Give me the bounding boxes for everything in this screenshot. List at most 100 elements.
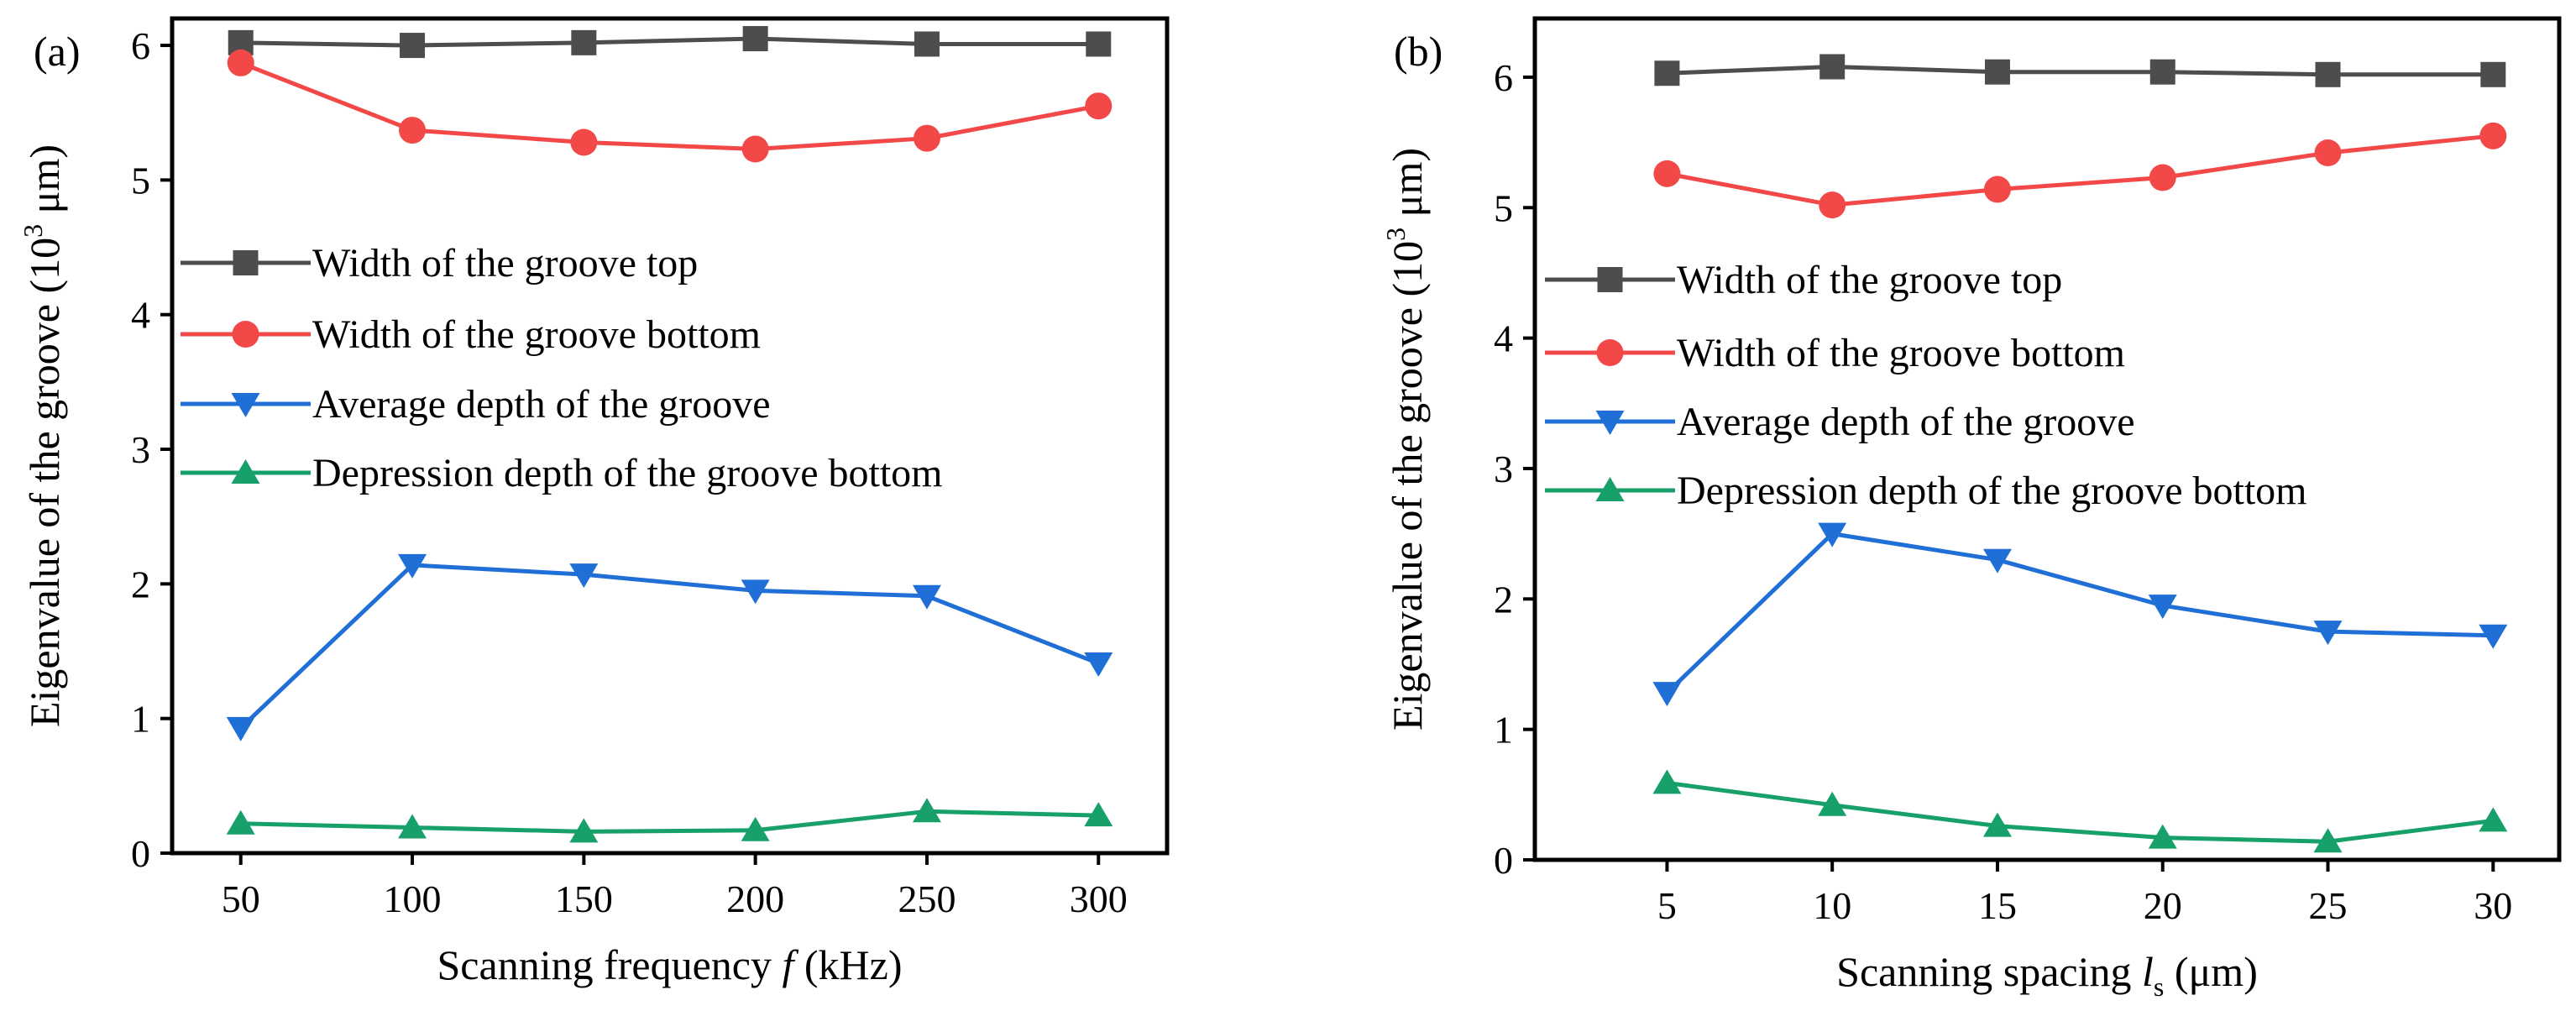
data-point — [400, 33, 426, 59]
data-point — [2479, 122, 2507, 149]
series-1 — [228, 26, 1112, 59]
legend-marker — [231, 393, 260, 417]
data-point — [226, 809, 255, 835]
y-tick-label: 0 — [131, 832, 150, 875]
series-line — [1665, 532, 2494, 694]
y-tick-label: 1 — [1494, 709, 1513, 752]
data-point — [1819, 191, 1846, 219]
y-tick-label: 2 — [131, 563, 150, 605]
data-point — [1084, 802, 1113, 827]
data-point — [2313, 621, 2343, 646]
x-tick-label: 30 — [2474, 884, 2512, 927]
data-point — [1652, 769, 1682, 794]
y-axis-label-exponent: 3 — [18, 224, 48, 238]
data-point — [1818, 522, 1847, 547]
x-axis-label-unit: (μm) — [2164, 948, 2258, 995]
y-axis-label-text: Eigenvalue of the groove (10 — [21, 238, 68, 727]
data-point — [2314, 139, 2342, 167]
data-point — [741, 816, 770, 841]
x-axis-label: Scanning spacing ls (μm) — [1836, 948, 2258, 1002]
series-3 — [1652, 522, 2508, 707]
legend-label: Width of the groove bottom — [312, 312, 761, 357]
y-tick-label: 4 — [1494, 317, 1513, 360]
data-point — [569, 818, 599, 843]
data-point — [1653, 160, 1681, 187]
series-1 — [1654, 54, 2506, 87]
data-point — [2148, 595, 2177, 620]
legend: Width of the groove top Width of the groo… — [1545, 258, 2307, 513]
series-line — [240, 809, 1099, 834]
legend-marker — [233, 250, 259, 275]
legend-marker — [1595, 477, 1625, 501]
legend-marker — [232, 321, 259, 348]
data-point — [1819, 54, 1846, 80]
legend-item: Width of the groove bottom — [1545, 331, 2125, 375]
x-axis-label: Scanning frequency f (kHz) — [437, 941, 903, 988]
legend-marker — [231, 459, 260, 484]
data-point — [399, 117, 427, 144]
legend-label: Depression depth of the groove bottom — [312, 451, 943, 495]
data-point — [2148, 824, 2177, 849]
x-tick-label: 200 — [726, 877, 784, 920]
legend-item: Width of the groove top — [181, 241, 698, 285]
data-point — [2149, 59, 2175, 85]
data-point — [741, 135, 769, 163]
data-point — [2480, 61, 2506, 87]
series-2 — [1653, 122, 2507, 219]
series-line — [1666, 134, 2494, 207]
series-3 — [226, 553, 1113, 741]
x-tick-label: 25 — [2309, 884, 2348, 927]
x-tick-label: 10 — [1813, 884, 1851, 927]
legend-label: Average depth of the groove — [1677, 400, 2135, 444]
legend-item: Depression depth of the groove bottom — [1545, 469, 2307, 513]
plot-frame — [1532, 16, 2562, 862]
series-line — [1667, 64, 2494, 77]
y-axis-label-unit: μm) — [21, 144, 68, 224]
y-tick-label: 6 — [1494, 56, 1513, 99]
x-tick-label: 150 — [555, 877, 613, 920]
series-line — [240, 36, 1099, 48]
panel-label: (a) — [34, 28, 81, 75]
data-point — [2149, 164, 2176, 191]
y-tick-label: 3 — [131, 428, 150, 471]
data-point — [2313, 828, 2343, 853]
x-tick-label: 100 — [384, 877, 442, 920]
data-point — [227, 49, 254, 76]
data-point — [1086, 31, 1112, 57]
legend-label: Depression depth of the groove bottom — [1677, 469, 2307, 513]
x-tick-label: 250 — [898, 877, 956, 920]
legend-item: Average depth of the groove — [1545, 400, 2135, 444]
plot-frame — [170, 16, 1170, 856]
data-point — [1983, 175, 2011, 203]
data-point — [398, 553, 427, 579]
x-tick-label: 50 — [222, 877, 260, 920]
data-point — [570, 128, 598, 156]
legend-item: Depression depth of the groove bottom — [181, 451, 943, 495]
data-point — [569, 563, 599, 589]
chart-panel-b: (b) 0 1 2 3 4 5 6 5 10 15 20 25 30 Scanning spacing ls… — [1380, 16, 2562, 1002]
data-point — [913, 124, 940, 152]
legend-marker — [1596, 339, 1624, 366]
data-point — [2479, 807, 2508, 832]
y-tick-label: 5 — [1494, 186, 1513, 229]
data-point — [1652, 682, 1682, 707]
data-point — [2315, 61, 2341, 87]
legend-label: Average depth of the groove — [312, 382, 771, 427]
y-tick-label: 2 — [1494, 578, 1513, 621]
data-point — [912, 798, 941, 823]
x-axis-label-unit: (kHz) — [793, 941, 902, 988]
chart-panel-a: (a) 0 1 2 3 4 5 6 50 100 150 200 250 300 Scanning freq… — [18, 16, 1170, 988]
legend-label: Width of the groove top — [312, 241, 698, 285]
x-axis-label-subscript: s — [2154, 972, 2164, 1002]
y-axis-label-text: Eigenvalue of the groove (10 — [1384, 241, 1431, 731]
data-point — [1085, 92, 1113, 120]
data-point — [571, 29, 597, 55]
y-axis-label: Eigenvalue of the groove (103 μm) — [1380, 148, 1431, 731]
x-axis-label-text: Scanning frequency — [437, 941, 783, 988]
data-point — [1084, 652, 1113, 677]
data-point — [1818, 791, 1847, 816]
y-tick-label: 5 — [131, 159, 150, 202]
x-tick-label: 15 — [1978, 884, 2017, 927]
x-axis-label-variable: l — [2142, 948, 2154, 995]
